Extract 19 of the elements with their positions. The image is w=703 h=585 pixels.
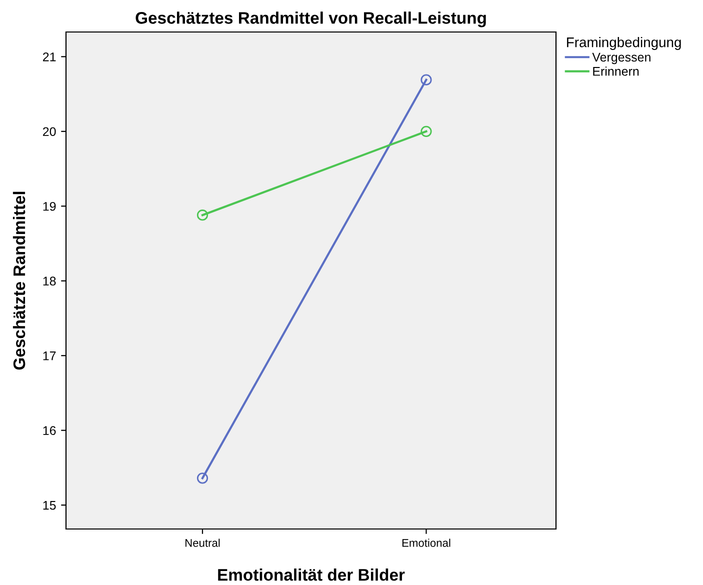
point xyxy=(420,74,432,86)
x-tick-label: Emotional xyxy=(402,538,450,547)
legend-title: Framingbedingung xyxy=(567,37,681,50)
y-axis-title: Geschätzte Randmittel xyxy=(12,192,26,370)
x-tick-label: Neutral xyxy=(185,538,220,547)
y-tick-label: 18 xyxy=(43,276,56,286)
y-tick-label: 17 xyxy=(43,352,56,360)
point xyxy=(196,210,208,221)
chart-title: Geschätztes Randmittel von Recall-Leistung xyxy=(136,12,486,28)
point xyxy=(196,472,208,484)
x-axis-title: Emotionalität der Bilder xyxy=(218,568,405,581)
point xyxy=(420,126,432,137)
legend-label: Vergessen xyxy=(592,52,650,64)
legend-label: Erinnern xyxy=(593,66,639,76)
y-tick-label: 21 xyxy=(43,52,56,62)
y-tick-label: 16 xyxy=(43,426,56,435)
y-tick-label: 15 xyxy=(43,501,56,510)
y-tick-label: 20 xyxy=(43,127,56,136)
y-tick-label: 19 xyxy=(43,202,56,211)
